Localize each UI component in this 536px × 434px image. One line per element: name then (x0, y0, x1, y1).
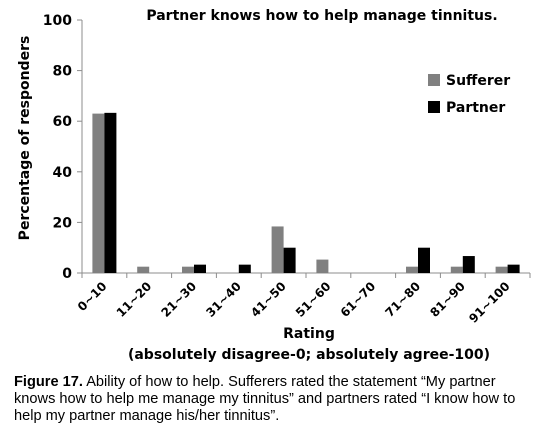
y-tick-label: 0 (62, 266, 72, 282)
bar-sufferer-11~20 (137, 266, 150, 273)
x-tick-label: 51~60 (293, 279, 334, 320)
x-tick-label: 31~40 (203, 279, 244, 320)
bar-sufferer-21~30 (182, 266, 194, 273)
figure-caption: Figure 17. Ability of how to help. Suffe… (14, 374, 526, 425)
chart-title: Partner knows how to help manage tinnitu… (146, 8, 497, 24)
x-tick-label: 81~90 (427, 279, 468, 320)
legend-swatch-partner (428, 101, 440, 113)
x-tick-label: 0~10 (75, 279, 110, 314)
bar-sufferer-41~50 (271, 226, 284, 273)
y-tick-label: 40 (53, 165, 73, 181)
bar-partner-0~10 (104, 112, 117, 273)
x-tick-label: 61~70 (338, 279, 379, 320)
x-axis-note: (absolutely disagree-0; absolutely agree… (128, 347, 490, 363)
bar-partner-91~100 (507, 264, 520, 273)
x-tick-label: 91~100 (466, 279, 513, 326)
y-tick-label: 20 (53, 215, 73, 231)
legend: Sufferer Partner (428, 73, 510, 116)
figure-label: Figure 17. (14, 374, 83, 390)
y-tick-label: 60 (53, 114, 73, 130)
bar-partner-41~50 (283, 247, 296, 273)
x-tick-label: 41~50 (248, 279, 289, 320)
figure-caption-text: Ability of how to help. Sufferers rated … (14, 374, 516, 424)
legend-label-partner: Partner (446, 100, 505, 116)
x-tick-label: 21~30 (158, 279, 199, 320)
y-axis-label: Percentage of responders (17, 36, 33, 241)
y-tick-label: 100 (43, 13, 72, 29)
x-tick-label: 71~80 (382, 279, 423, 320)
bar-chart: Partner knows how to help manage tinnitu… (17, 8, 531, 363)
bar-sufferer-51~60 (316, 259, 329, 273)
y-tick-label: 80 (53, 64, 73, 80)
legend-label-sufferer: Sufferer (446, 73, 510, 89)
bar-partner-31~40 (238, 264, 251, 273)
bar-partner-71~80 (418, 247, 430, 273)
x-axis-label: Rating (283, 326, 335, 342)
bar-sufferer-81~90 (450, 266, 463, 273)
x-tick-label: 11~20 (114, 279, 155, 320)
bar-sufferer-0~10 (92, 113, 105, 273)
bar-partner-81~90 (462, 256, 475, 273)
bar-partner-21~30 (194, 264, 206, 273)
bar-sufferer-91~100 (495, 266, 508, 273)
bar-sufferer-71~80 (406, 266, 418, 273)
legend-swatch-sufferer (428, 74, 440, 86)
